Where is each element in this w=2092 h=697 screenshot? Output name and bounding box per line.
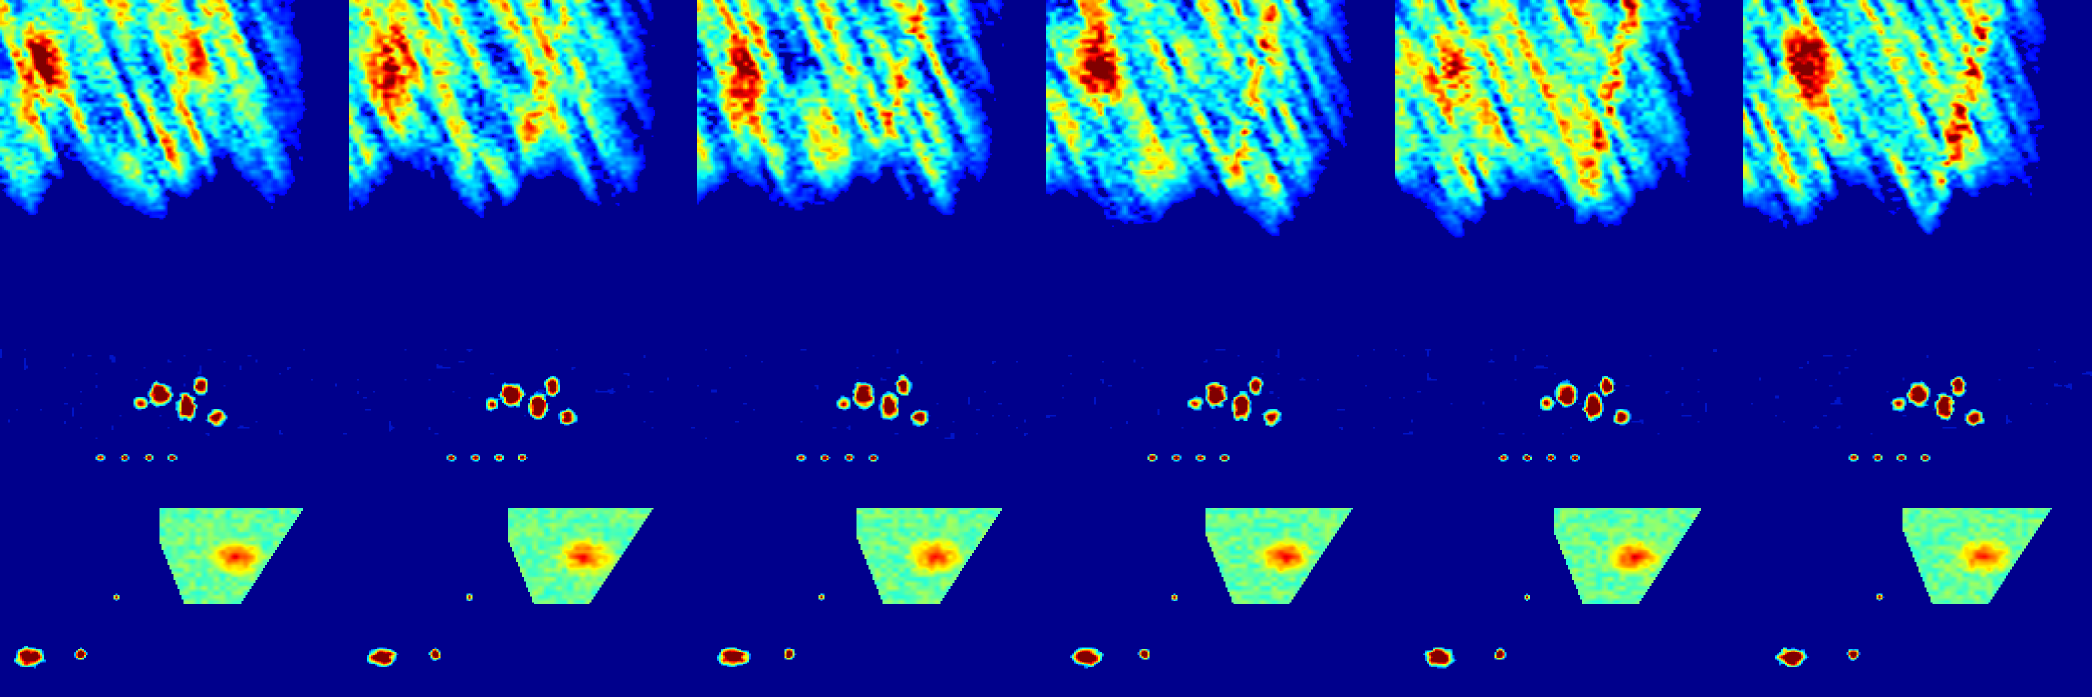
bottom-frame-3	[697, 348, 1046, 697]
radar-heatmap-bottom-3	[697, 348, 1046, 697]
top-frame-4	[1045, 0, 1395, 349]
bottom-frame-5	[1394, 348, 1744, 697]
bottom-frame-1	[0, 348, 349, 697]
bottom-frame-4	[1045, 348, 1395, 697]
radar-heatmap-bottom-4	[1045, 348, 1395, 697]
bottom-frame-6	[1743, 348, 2092, 697]
top-frame-3	[697, 0, 1046, 349]
top-frame-2	[348, 0, 698, 349]
radar-heatmap-bottom-5	[1394, 348, 1744, 697]
radar-heatmap-top-5	[1394, 0, 1744, 349]
top-frame-1	[0, 0, 349, 349]
radar-heatmap-bottom-2	[348, 348, 698, 697]
radar-heatmap-bottom-6	[1743, 348, 2092, 697]
bottom-frame-2	[348, 348, 698, 697]
radar-heatmap-top-3	[697, 0, 1046, 349]
radar-heatmap-top-2	[348, 0, 698, 349]
radar-heatmap-top-1	[0, 0, 349, 349]
radar-heatmap-top-6	[1743, 0, 2092, 349]
radar-heatmap-bottom-1	[0, 348, 349, 697]
top-frame-6	[1743, 0, 2092, 349]
radar-heatmap-top-4	[1045, 0, 1395, 349]
top-frame-5	[1394, 0, 1744, 349]
